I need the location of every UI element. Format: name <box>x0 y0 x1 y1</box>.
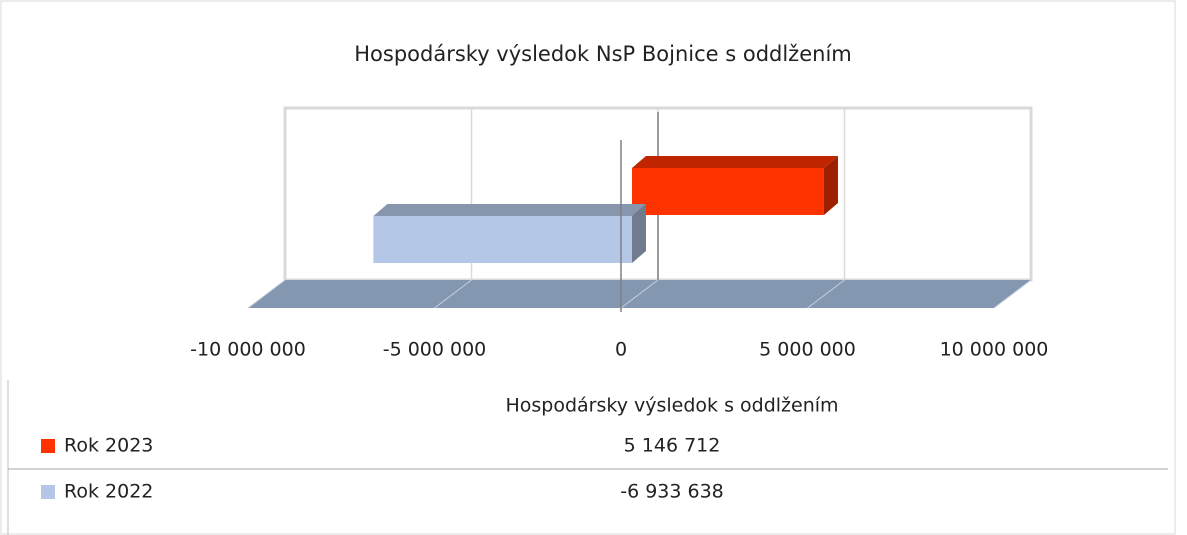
chart-title: Hospodársky výsledok NsP Bojnice s oddlž… <box>354 42 851 66</box>
x-tick-label: -10 000 000 <box>190 339 306 361</box>
legend-swatch <box>41 485 55 499</box>
legend-swatch <box>41 439 55 453</box>
floor-grid-line <box>247 279 286 309</box>
x-tick-label: 0 <box>615 339 627 361</box>
table-value: 5 146 712 <box>624 435 721 457</box>
legend-label: Rok 2022 <box>64 481 153 503</box>
floor-grid-line <box>993 279 1032 309</box>
floor-grid-line <box>807 279 845 309</box>
bar-top <box>373 204 646 216</box>
floor-grid-line <box>620 279 659 309</box>
bar-top <box>632 156 838 168</box>
x-tick-label: -5 000 000 <box>383 339 487 361</box>
bar-side <box>823 156 838 215</box>
bar <box>373 216 632 263</box>
bar-side <box>632 204 646 263</box>
floor-grid-line <box>434 279 472 309</box>
legend-label: Rok 2023 <box>64 435 153 457</box>
bar <box>632 168 824 215</box>
table-value: -6 933 638 <box>620 481 724 503</box>
x-tick-label: 10 000 000 <box>940 339 1049 361</box>
table-header: Hospodársky výsledok s oddlžením <box>505 395 838 417</box>
x-tick-label: 5 000 000 <box>759 339 856 361</box>
